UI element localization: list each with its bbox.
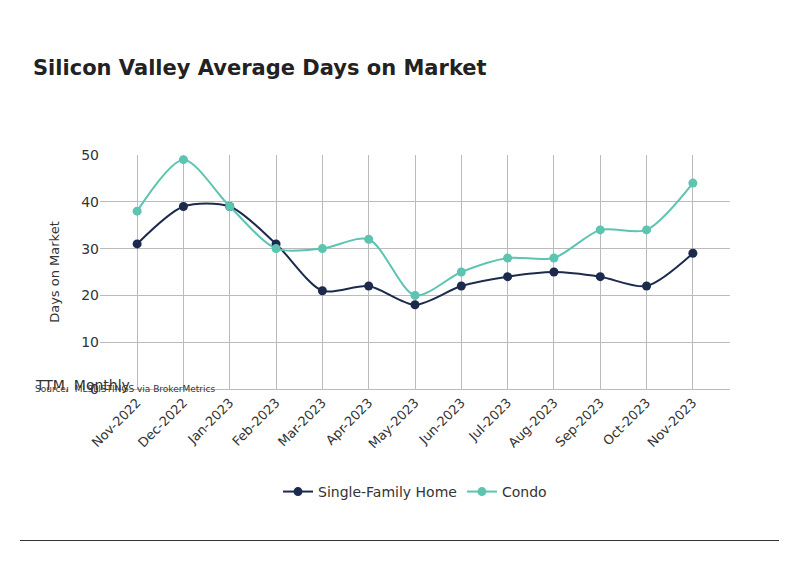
svg-text:Feb-2023: Feb-2023: [229, 395, 283, 449]
svg-text:0: 0: [90, 381, 99, 397]
svg-text:Nov-2023: Nov-2023: [645, 395, 700, 450]
svg-text:30: 30: [81, 241, 99, 257]
svg-text:Jul-2023: Jul-2023: [465, 395, 514, 444]
svg-text:Jun-2023: Jun-2023: [416, 395, 468, 447]
svg-text:Days on Market: Days on Market: [47, 221, 62, 323]
svg-text:50: 50: [81, 147, 99, 163]
svg-text:Jan-2023: Jan-2023: [184, 395, 236, 447]
svg-text:40: 40: [81, 194, 99, 210]
svg-text:Silicon Valley Average Days on: Silicon Valley Average Days on Market: [33, 56, 487, 80]
svg-text:Nov-2022: Nov-2022: [89, 395, 144, 450]
svg-text:Condo: Condo: [502, 484, 547, 500]
svg-text:TTM, Monthly: TTM, Monthly: [35, 377, 130, 393]
svg-text:Single-Family Home: Single-Family Home: [318, 484, 457, 500]
svg-text:May-2023: May-2023: [366, 395, 422, 451]
svg-text:20: 20: [81, 287, 99, 303]
svg-text:Oct-2023: Oct-2023: [600, 395, 653, 448]
svg-text:Dec-2022: Dec-2022: [135, 395, 190, 450]
svg-text:Apr-2023: Apr-2023: [323, 395, 376, 448]
svg-text:Source: MLSLISTINGS via Broke: Source: MLSLISTINGS via BrokerMetrics: [35, 384, 215, 394]
svg-text:Sep-2023: Sep-2023: [552, 395, 607, 450]
svg-text:Aug-2023: Aug-2023: [505, 395, 560, 450]
svg-text:10: 10: [81, 334, 99, 350]
svg-text:Mar-2023: Mar-2023: [275, 395, 329, 449]
